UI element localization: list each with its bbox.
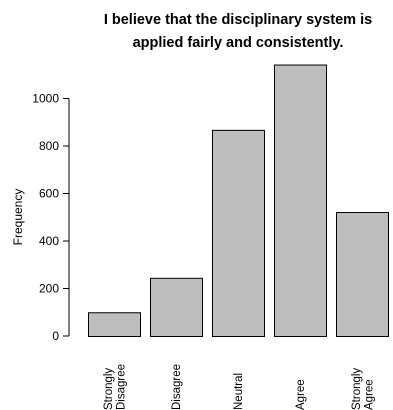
y-tick-label: 0 xyxy=(52,329,59,343)
x-category-label: Disagree xyxy=(115,364,127,410)
x-category-label: Agree xyxy=(295,379,307,410)
bar xyxy=(150,277,203,337)
chart-title-line-1: I believe that the disciplinary system i… xyxy=(104,12,372,28)
y-tick-label: 400 xyxy=(39,234,59,248)
x-axis-labels: Strongly Disagree Disagree Neutral Agree Stro… xyxy=(103,364,376,410)
y-tick-label: 200 xyxy=(39,282,59,296)
y-axis-label: Frequency xyxy=(11,189,25,246)
y-tick-label: 800 xyxy=(39,139,59,153)
y-tick-label: 1000 xyxy=(32,92,59,106)
x-category-label: Disagree xyxy=(171,364,183,410)
bar xyxy=(336,212,389,337)
x-category-label: Strongly xyxy=(351,368,363,410)
bars-group xyxy=(88,64,389,337)
x-category-label: Agree xyxy=(363,379,375,410)
x-category-label: Neutral xyxy=(233,373,245,410)
y-axis-ticks: 0 200 400 600 800 1000 xyxy=(32,92,69,343)
bar xyxy=(88,312,141,337)
x-category-label: Strongly xyxy=(103,368,115,410)
bar xyxy=(274,64,327,337)
chart-title-line-2: applied fairly and consistently. xyxy=(133,35,344,51)
bar xyxy=(212,129,265,337)
y-tick-label: 600 xyxy=(39,187,59,201)
